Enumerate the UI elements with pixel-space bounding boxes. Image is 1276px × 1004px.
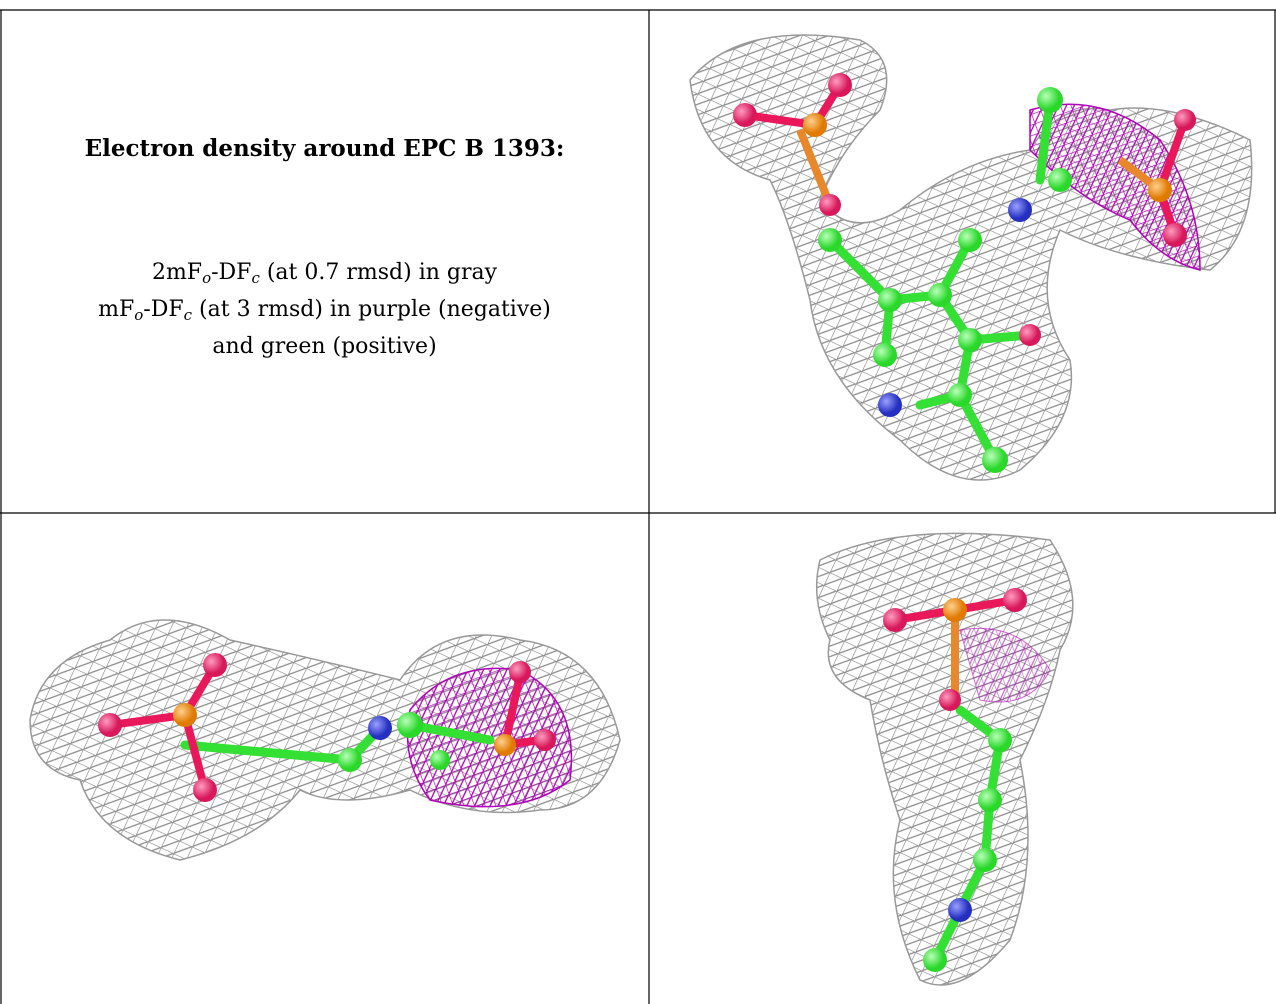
density-view-side (29, 619, 621, 861)
subscript: o (134, 306, 144, 324)
table-grid (0, 9, 1276, 1004)
density-view-top (689, 34, 1253, 481)
text-segment: mF (98, 297, 135, 322)
text-segment: (at 3 rmsd) in purple (negative) (192, 297, 551, 322)
density-view-end (815, 532, 1074, 986)
caption-cell: Electron density around EPC B 1393: 2mFo… (0, 10, 649, 513)
caption-lines: 2mFo-DFc (at 0.7 rmsd) in gray mFo-DFc (a… (0, 254, 649, 365)
text-segment: (at 0.7 rmsd) in gray (259, 260, 498, 285)
caption-line: mFo-DFc (at 3 rmsd) in purple (negative) (0, 291, 649, 328)
text-segment: -DF (211, 260, 252, 285)
text-segment: -DF (143, 297, 184, 322)
subscript: c (183, 306, 193, 324)
text-segment: 2mF (151, 260, 203, 285)
caption-line: 2mFo-DFc (at 0.7 rmsd) in gray (0, 254, 649, 291)
caption-title: Electron density around EPC B 1393: (84, 135, 565, 162)
subscript: o (202, 269, 212, 287)
text-segment: and green (positive) (212, 334, 437, 359)
subscript: c (251, 269, 260, 287)
caption-line: and green (positive) (0, 328, 649, 365)
